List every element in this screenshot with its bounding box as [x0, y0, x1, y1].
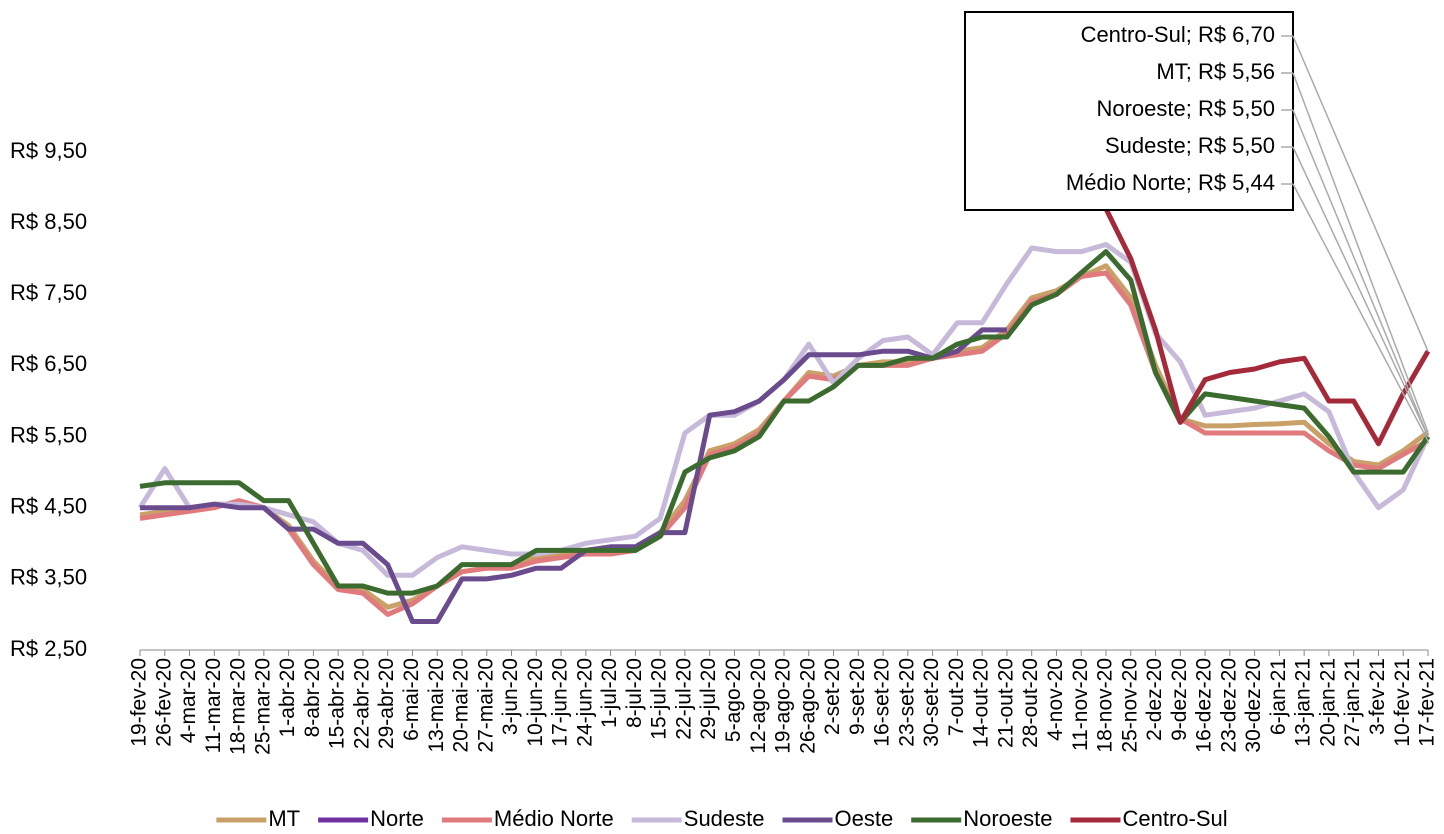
legend-label: MT: [268, 806, 300, 831]
legend-label: Centro-Sul: [1122, 806, 1227, 831]
x-tick-label: 23-set-20: [895, 658, 918, 747]
y-tick-label: R$ 4,50: [10, 494, 87, 519]
leader-line: [1292, 183, 1429, 442]
series-line: [139, 249, 1431, 596]
x-tick-label: 15-jul-20: [648, 658, 671, 740]
y-tick-label: R$ 2,50: [10, 636, 87, 661]
x-tick-label: 17-fev-21: [1416, 658, 1439, 747]
x-tick-label: 29-abr-20: [375, 658, 398, 749]
x-tick-label: 27-mai-20: [474, 658, 497, 753]
x-tick-label: 12-ago-20: [747, 658, 770, 754]
x-tick-label: 11-nov-20: [1069, 658, 1092, 751]
annotation-label: Médio Norte; R$ 5,44: [1066, 170, 1275, 195]
x-tick-label: 8-abr-20: [301, 658, 324, 737]
x-tick-label: 21-out-20: [994, 658, 1017, 748]
x-tick-label: 25-nov-20: [1118, 658, 1141, 753]
x-tick-label: 22-jul-20: [672, 658, 695, 740]
y-tick-label: R$ 8,50: [10, 209, 87, 234]
x-tick-label: 3-fev-21: [1366, 658, 1389, 735]
y-tick-label: R$ 5,50: [10, 422, 87, 447]
x-tick-label: 26-fev-20: [152, 658, 175, 747]
x-tick-label: 6-mai-20: [400, 658, 423, 741]
legend: MT Norte Médio Norte Sudeste Oeste Noroeste Ce…: [216, 806, 1228, 831]
legend-label: Noroeste: [963, 806, 1052, 831]
x-tick-label: 20-mai-20: [450, 658, 473, 753]
x-tick-label: 16-set-20: [871, 658, 894, 747]
y-tick-label: R$ 6,50: [10, 351, 87, 376]
x-tick-label: 14-out-20: [970, 658, 993, 748]
x-tick-label: 11-mar-20: [202, 658, 225, 753]
x-tick-label: 9-dez-20: [1168, 658, 1191, 741]
x-tick-label: 16-dez-20: [1193, 658, 1216, 753]
x-tick-label: 25-mar-20: [251, 658, 274, 755]
x-tick-label: 13-jan-21: [1292, 658, 1315, 747]
x-tick-label: 6-jan-21: [1267, 658, 1290, 735]
series-line: [137, 242, 1431, 578]
leader-line: [1292, 146, 1429, 437]
x-tick-label: 4-mar-20: [177, 658, 200, 743]
leader-line: [1292, 72, 1429, 433]
series-line: [139, 263, 1430, 610]
x-tick-label: 2-set-20: [821, 658, 844, 735]
x-tick-label: 3-jun-20: [499, 658, 522, 735]
x-tick-label: 29-jul-20: [697, 658, 720, 740]
x-tick-label: 27-jan-21: [1341, 658, 1364, 747]
series-line: [1103, 207, 1431, 447]
y-tick-label: R$ 9,50: [10, 138, 87, 163]
x-tick-label: 19-ago-20: [772, 658, 795, 754]
legend-label: Oeste: [835, 806, 894, 831]
x-tick-label: 19-fev-20: [128, 658, 151, 747]
x-tick-label: 2-dez-20: [1143, 658, 1166, 741]
x-tick-label: 4-nov-20: [1044, 658, 1067, 741]
annotation-label: MT; R$ 5,56: [1156, 59, 1275, 84]
x-tick-label: 17-jun-20: [549, 658, 572, 747]
x-tick-label: 10-jun-20: [524, 658, 547, 747]
x-tick-label: 23-dez-20: [1217, 658, 1240, 753]
x-tick-label: 1-abr-20: [276, 658, 299, 737]
legend-label: Médio Norte: [494, 806, 614, 831]
x-tick-label: 10-fev-21: [1391, 658, 1414, 747]
x-tick-label: 22-abr-20: [350, 658, 373, 749]
y-tick-label: R$ 7,50: [10, 280, 87, 305]
series-line: [140, 327, 1007, 624]
x-tick-label: 9-set-20: [846, 658, 869, 735]
x-tick-label: 30-dez-20: [1242, 658, 1265, 753]
leader-line: [1292, 35, 1429, 352]
x-tick-label: 5-ago-20: [722, 658, 745, 742]
annotation-label: Centro-Sul; R$ 6,70: [1081, 22, 1275, 47]
x-tick-label: 26-ago-20: [796, 658, 819, 754]
x-tick-label: 15-abr-20: [326, 658, 349, 749]
x-tick-label: 7-out-20: [945, 658, 968, 736]
x-tick-label: 13-mai-20: [425, 658, 448, 753]
x-tick-label: 24-jun-20: [573, 658, 596, 747]
x-tick-label: 18-nov-20: [1094, 658, 1117, 753]
x-tick-label: 18-mar-20: [227, 658, 250, 755]
annotation-label: Noroeste; R$ 5,50: [1096, 96, 1275, 121]
x-tick-label: 1-jul-20: [598, 658, 621, 728]
x-tick-label: 8-jul-20: [623, 658, 646, 728]
x-tick-label: 28-out-20: [1019, 658, 1042, 748]
leader-line: [1292, 109, 1429, 437]
legend-label: Sudeste: [684, 806, 765, 831]
x-tick-label: 20-jan-21: [1316, 658, 1339, 747]
annotation-label: Sudeste; R$ 5,50: [1105, 133, 1275, 158]
x-tick-label: 30-set-20: [920, 658, 943, 747]
y-tick-label: R$ 3,50: [10, 565, 87, 590]
legend-label: Norte: [370, 806, 424, 831]
annotation-box: [964, 11, 1294, 211]
series-line: [139, 270, 1430, 617]
